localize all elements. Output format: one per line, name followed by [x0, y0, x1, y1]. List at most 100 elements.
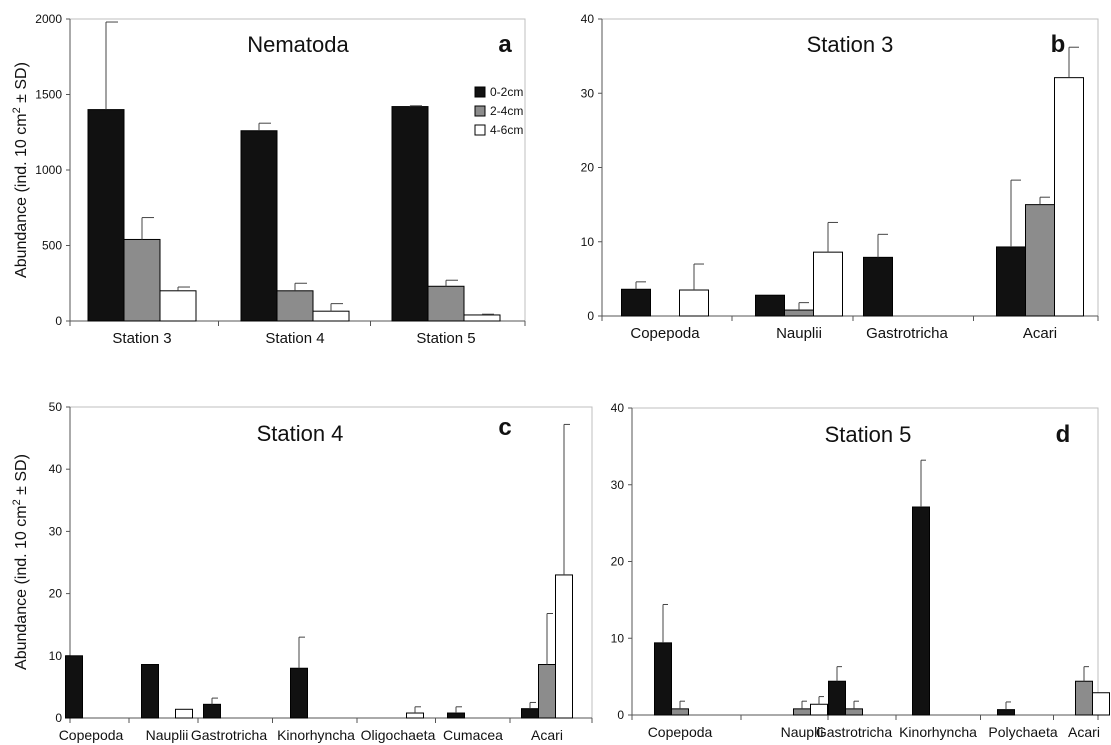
- y-axis-label-bottom: Abundance (ind. 10 cm2 ± SD): [11, 454, 30, 670]
- bar-2-4cm-station-3: [123, 238, 161, 322]
- bar-0-2cm-gastrotricha: [203, 703, 221, 719]
- bar-2-4cm-nauplii: [784, 309, 814, 317]
- x-tick-label: Polychaeta: [988, 724, 1057, 740]
- legend-swatch-4-6cm: [474, 124, 486, 136]
- x-tick-label: Nauplii: [776, 325, 822, 342]
- y-tick-label: 30: [611, 478, 625, 492]
- bar-0-2cm-station-5: [391, 106, 429, 322]
- y-tick-label: 40: [611, 401, 625, 415]
- bar-4-6cm-nauplii: [175, 708, 193, 719]
- x-tick-label: Copepoda: [630, 325, 700, 342]
- bar-4-6cm-nauplii: [813, 251, 843, 317]
- bar-0-2cm-acari: [521, 708, 539, 719]
- bar-0-2cm-cumacea: [447, 712, 465, 719]
- x-tick-label: Copepoda: [59, 727, 124, 743]
- x-tick-label: Acari: [1023, 325, 1057, 342]
- y-tick-label: 0: [55, 314, 62, 328]
- bar-0-2cm-gastrotricha: [863, 256, 893, 317]
- y-tick-label: 50: [49, 400, 63, 414]
- x-tick-label: Kinorhyncha: [899, 724, 977, 740]
- bar-4-6cm-station-4: [312, 310, 350, 322]
- panel-letter-d: d: [1056, 421, 1071, 448]
- x-tick-label: Acari: [1068, 724, 1100, 740]
- bar-2-4cm-acari: [1075, 680, 1093, 716]
- y-tick-label: 20: [49, 587, 63, 601]
- y-axis-label-top-sup: 2: [11, 107, 23, 113]
- bar-4-6cm-station-5: [463, 314, 501, 322]
- x-tick-label: Station 5: [416, 330, 475, 347]
- bar-0-2cm-copepoda: [654, 642, 672, 716]
- bar-0-2cm-station-3: [87, 109, 125, 322]
- y-tick-label: 500: [42, 239, 62, 253]
- bar-4-6cm-acari: [1092, 692, 1110, 716]
- y-axis-label-bottom-sup: 2: [11, 499, 23, 505]
- bar-0-2cm-nauplii: [141, 664, 159, 719]
- y-tick-label: 0: [617, 708, 624, 722]
- x-tick-label: Kinorhyncha: [277, 727, 355, 743]
- y-tick-label: 30: [581, 86, 595, 100]
- panel-letter-c: c: [498, 414, 511, 441]
- y-tick-label: 40: [581, 12, 595, 26]
- y-tick-label: 10: [611, 631, 625, 645]
- y-tick-label: 40: [49, 462, 63, 476]
- x-tick-label: Gastrotricha: [866, 325, 948, 342]
- legend: 0-2cm 2-4cm 4-6cm: [474, 85, 523, 137]
- bar-2-4cm-nauplii: [793, 708, 811, 716]
- legend-swatch-2-4cm: [474, 105, 486, 117]
- bar-4-6cm-oligochaeta: [406, 712, 424, 719]
- y-tick-label: 30: [49, 524, 63, 538]
- bar-4-6cm-acari: [1054, 77, 1084, 317]
- panel-letter-a: a: [498, 31, 512, 58]
- x-tick-label: Nauplii: [781, 724, 824, 740]
- y-axis-label-top-tail: ± SD): [13, 62, 30, 107]
- bar-4-6cm-copepoda: [679, 289, 709, 317]
- y-axis-label-bottom-main: Abundance (ind. 10 cm: [13, 505, 30, 670]
- bar-2-4cm-station-4: [276, 290, 314, 322]
- bar-2-4cm-acari: [538, 664, 556, 719]
- y-axis-label-top: Abundance (ind. 10 cm2 ± SD): [11, 62, 30, 278]
- bar-0-2cm-polychaeta: [997, 709, 1015, 716]
- chart-title-a: Nematoda: [247, 32, 349, 57]
- x-tick-label: Oligochaeta: [361, 727, 436, 743]
- x-tick-label: Acari: [531, 727, 563, 743]
- bar-0-2cm-kinorhyncha: [290, 667, 308, 719]
- x-tick-label: Cumacea: [443, 727, 503, 743]
- x-tick-label: Gastrotricha: [191, 727, 267, 743]
- plot-area-d: [631, 407, 1099, 716]
- y-tick-label: 10: [49, 649, 63, 663]
- x-tick-label: Station 3: [112, 330, 171, 347]
- bar-2-4cm-acari: [1025, 204, 1055, 317]
- legend-label-2-4cm: 2-4cm: [490, 104, 523, 118]
- panel-d: Station 5 d 0 10 20 30 40 Copepoda NaupliiGast…: [611, 401, 1110, 740]
- y-tick-label: 0: [55, 711, 62, 725]
- legend-label-0-2cm: 0-2cm: [490, 85, 523, 99]
- bar-2-4cm-gastrotricha: [845, 708, 863, 716]
- chart-title-b: Station 3: [807, 32, 894, 57]
- bar-0-2cm-acari: [996, 246, 1026, 317]
- x-tick-label: Station 4: [265, 330, 324, 347]
- legend-swatch-0-2cm: [474, 86, 486, 98]
- bar-0-2cm-gastrotricha: [828, 680, 846, 716]
- bar-0-2cm-station-4: [240, 130, 278, 322]
- bar-4-6cm-acari: [555, 574, 573, 719]
- x-tick-label: Copepoda: [648, 724, 713, 740]
- y-axis-label-top-main: Abundance (ind. 10 cm: [13, 113, 30, 278]
- chart-title-d: Station 5: [825, 422, 912, 447]
- bar-4-6cm-nauplii: [810, 703, 828, 716]
- y-axis-label-bottom-tail: ± SD): [13, 454, 30, 499]
- bar-0-2cm-nauplii: [755, 294, 785, 317]
- legend-label-4-6cm: 4-6cm: [490, 123, 523, 137]
- y-tick-label: 2000: [35, 12, 62, 26]
- y-tick-label: 1000: [35, 163, 62, 177]
- bar-0-2cm-copepoda: [621, 288, 651, 317]
- x-tick-label: Nauplii: [146, 727, 189, 743]
- panel-c: Station 4 c 0 10 20 30 40 50 Copepoda Nauplii Ga…: [49, 400, 593, 743]
- bar-2-4cm-copepoda: [671, 708, 689, 716]
- y-tick-label: 20: [611, 555, 625, 569]
- bar-4-6cm-station-3: [159, 290, 197, 322]
- panel-b: Station 3 b 0 10 20 30 40 Copepoda Nauplii Gast…: [581, 12, 1099, 342]
- x-tick-label: Gastrotricha: [816, 724, 892, 740]
- panel-letter-b: b: [1051, 31, 1066, 58]
- bar-0-2cm-copepoda: [65, 655, 83, 719]
